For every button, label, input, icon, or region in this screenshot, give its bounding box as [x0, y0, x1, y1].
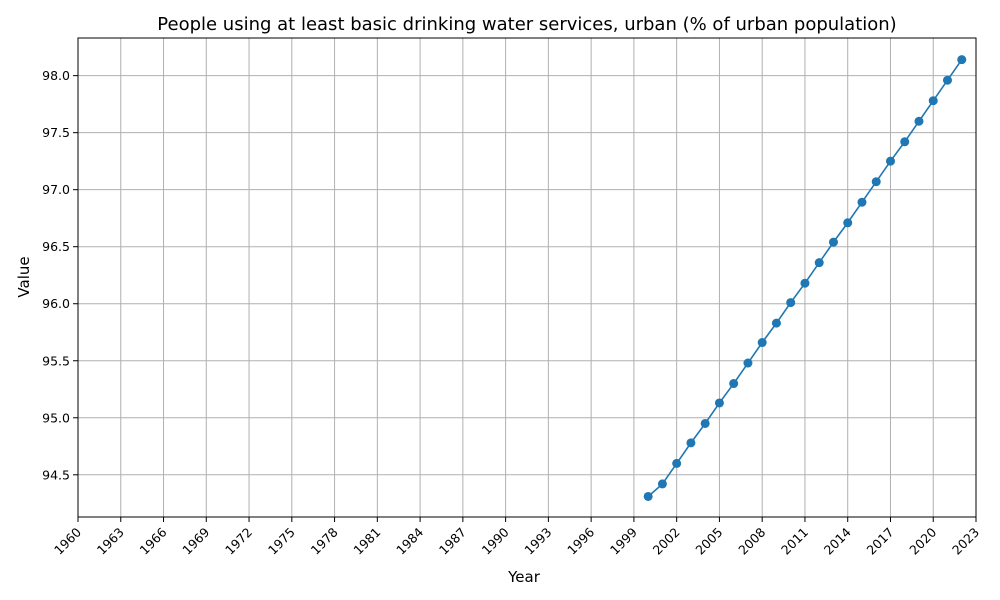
data-point [714, 398, 724, 408]
y-tick-label: 96.0 [42, 296, 70, 311]
data-point [914, 116, 924, 126]
series-group [643, 55, 967, 501]
data-point [900, 137, 910, 147]
data-point [657, 479, 667, 489]
data-point [729, 379, 739, 389]
data-point [828, 237, 838, 247]
data-point [857, 197, 867, 207]
y-tick-label: 95.0 [42, 410, 70, 425]
chart-title: People using at least basic drinking wat… [157, 14, 896, 35]
x-axis-label: Year [507, 568, 541, 586]
data-point [843, 218, 853, 228]
data-point [771, 318, 781, 328]
grid [77, 38, 977, 517]
data-point [942, 75, 952, 85]
data-point [786, 298, 796, 308]
y-tick-label: 97.0 [42, 182, 70, 197]
y-axis-label: Value [15, 256, 33, 297]
data-point [672, 458, 682, 468]
data-point [757, 338, 767, 348]
y-tick-label: 94.5 [42, 467, 70, 482]
data-point [643, 491, 653, 501]
y-tick-label: 96.5 [42, 239, 70, 254]
data-point [871, 177, 881, 187]
y-tick-label: 97.5 [42, 125, 70, 140]
data-point [814, 258, 824, 268]
data-point [743, 358, 753, 368]
data-point [957, 55, 967, 65]
plot-frame [77, 37, 977, 518]
data-point [700, 418, 710, 428]
data-point [800, 278, 810, 288]
y-tick-label: 98.0 [42, 68, 70, 83]
y-tick-label: 95.5 [42, 353, 70, 368]
data-point [686, 438, 696, 448]
data-point [928, 96, 938, 106]
data-point [885, 156, 895, 166]
